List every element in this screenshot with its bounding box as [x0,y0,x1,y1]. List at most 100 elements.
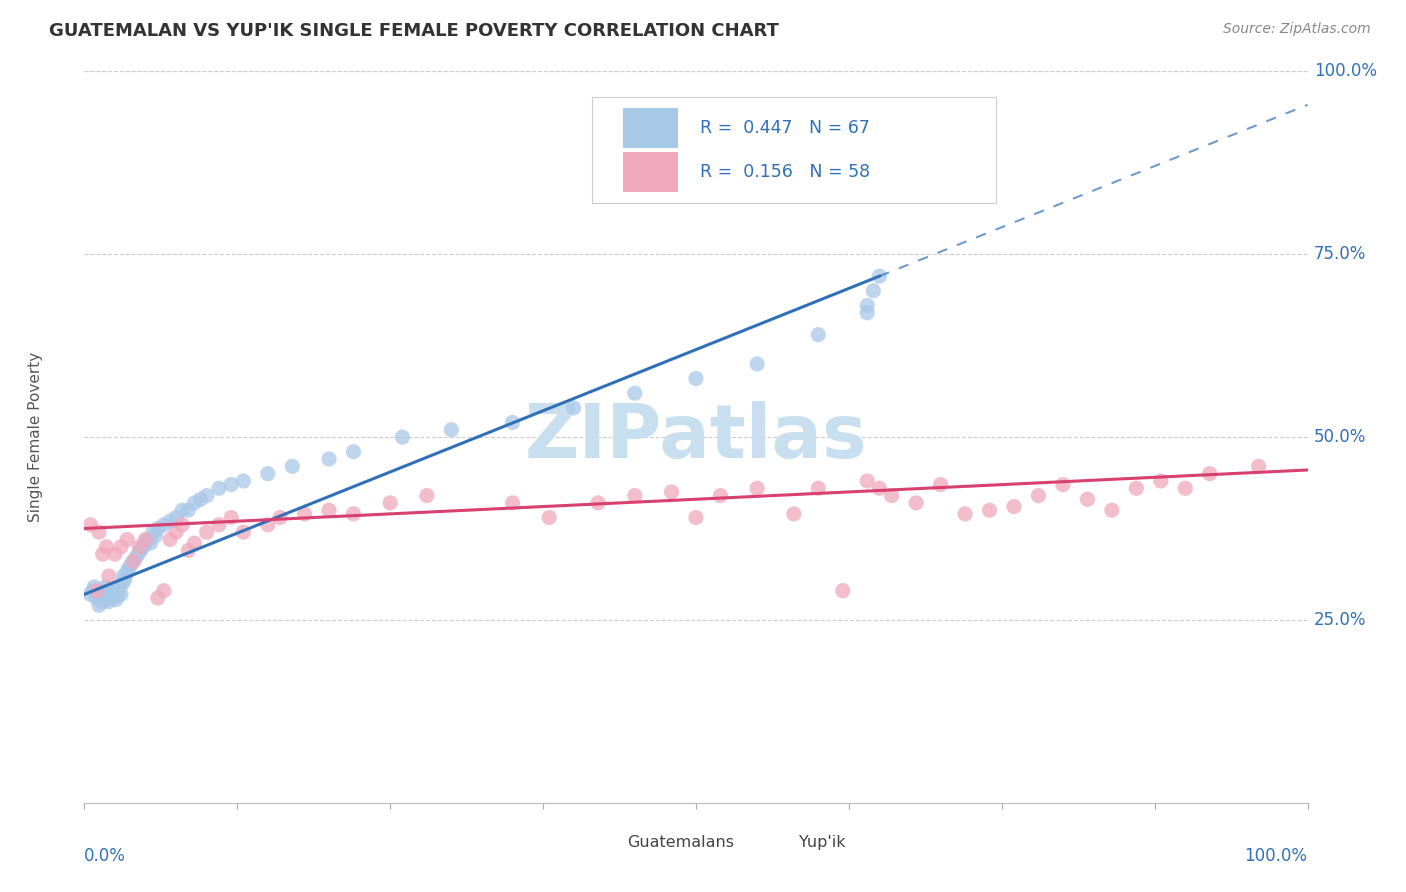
Point [416,489,439,503]
Point [342,444,364,458]
Point [440,423,463,437]
Point [90,594,112,608]
Text: 0.0%: 0.0% [84,847,127,864]
Point [257,467,280,481]
Point [104,590,127,604]
Point [135,536,157,550]
Text: 25.0%: 25.0% [1313,611,1367,629]
Point [97,589,120,603]
Text: 100.0%: 100.0% [1244,847,1308,864]
Point [136,533,159,547]
Point [747,357,769,371]
Bar [586,830,613,855]
Point [159,514,181,528]
Bar [758,830,785,855]
Point [87,525,110,540]
Point [232,474,254,488]
Point [586,496,609,510]
Point [807,481,830,495]
Point [880,489,903,503]
Point [177,543,200,558]
Point [159,533,181,547]
Point [112,569,135,583]
Point [146,521,169,535]
Point [562,401,585,415]
Point [747,481,769,495]
Point [208,481,231,495]
Point [1198,467,1220,481]
Text: Source: ZipAtlas.com: Source: ZipAtlas.com [1223,22,1371,37]
Point [257,517,280,532]
Point [132,540,155,554]
Point [1076,492,1098,507]
Point [87,599,110,613]
Point [953,507,976,521]
Point [107,583,129,598]
Point [117,562,139,576]
Point [318,503,340,517]
Point [86,591,108,605]
Point [783,507,806,521]
Text: 50.0%: 50.0% [1313,428,1367,446]
Point [94,580,117,594]
Point [122,554,145,568]
Point [82,583,104,598]
Point [108,580,131,594]
Point [165,510,187,524]
Text: Guatemalans: Guatemalans [627,835,734,850]
Point [101,587,124,601]
Point [103,583,125,598]
Point [685,510,707,524]
Point [807,327,830,342]
Point [856,474,879,488]
Point [190,492,212,507]
Point [624,386,647,401]
Point [93,583,115,598]
Bar [623,108,678,148]
Point [318,452,340,467]
Point [153,583,176,598]
Point [538,510,561,524]
Point [129,543,152,558]
Point [1150,474,1173,488]
Point [177,503,200,517]
Point [905,496,928,510]
Point [1174,481,1197,495]
Point [219,510,242,524]
Point [110,540,132,554]
Point [105,592,128,607]
Point [380,496,402,510]
Point [856,306,879,320]
Point [624,489,647,503]
Point [122,554,145,568]
Text: GUATEMALAN VS YUP'IK SINGLE FEMALE POVERTY CORRELATION CHART: GUATEMALAN VS YUP'IK SINGLE FEMALE POVER… [49,22,779,40]
Text: Yup'ik: Yup'ik [799,835,845,850]
Point [501,496,523,510]
Point [183,536,205,550]
Point [127,547,149,561]
Point [869,269,891,284]
Point [86,583,108,598]
Point [96,592,118,607]
Point [114,573,136,587]
Point [195,525,218,540]
Point [294,507,316,521]
Text: ZIPatlas: ZIPatlas [524,401,868,474]
Point [281,459,304,474]
Point [685,371,707,385]
Point [856,298,879,312]
Point [128,540,150,554]
Point [195,489,218,503]
Point [869,481,891,495]
Point [1247,459,1270,474]
FancyBboxPatch shape [592,97,995,203]
Point [929,477,952,491]
Point [110,587,132,601]
Point [709,489,731,503]
Point [146,591,169,605]
Point [862,284,884,298]
Point [172,503,194,517]
Point [98,591,121,605]
Point [165,525,187,540]
Point [79,517,101,532]
